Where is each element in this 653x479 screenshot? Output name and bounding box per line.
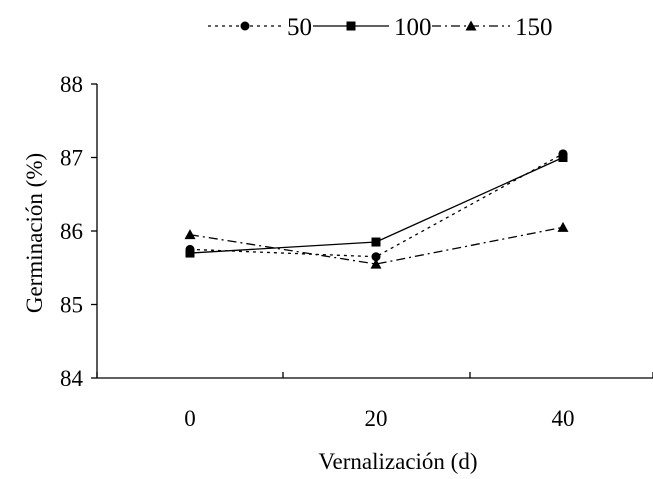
y-tick-label: 86 — [60, 219, 83, 244]
series-line-150 — [189, 226, 564, 265]
y-tick-label: 88 — [60, 72, 83, 97]
data-point-100 — [371, 237, 381, 247]
data-point-150 — [184, 229, 196, 240]
y-tick-label: 84 — [60, 366, 84, 391]
x-tick-label: 40 — [552, 406, 575, 431]
data-point-100 — [558, 153, 568, 162]
series-markers — [184, 149, 569, 269]
legend-marker — [465, 20, 477, 31]
legend-marker — [240, 21, 250, 31]
x-axis-title: Vernalización (d) — [318, 449, 477, 474]
y-tick-label: 85 — [60, 293, 83, 318]
x-ticks: 0 20 40 — [96, 372, 653, 431]
legend-item-150: 150 — [432, 14, 553, 41]
legend-label: 50 — [287, 14, 312, 41]
data-point-100 — [185, 248, 195, 258]
axes — [96, 84, 653, 379]
series-lines — [189, 153, 564, 265]
x-tick-label: 0 — [184, 406, 196, 431]
legend-label: 100 — [394, 14, 432, 41]
legend-item-50: 50 — [208, 14, 312, 41]
legend: 50 100 150 — [208, 14, 553, 41]
data-point-150 — [370, 258, 382, 269]
legend-marker — [346, 21, 356, 31]
y-tick-label: 87 — [60, 146, 83, 171]
data-point-150 — [557, 221, 569, 232]
legend-item-100: 100 — [313, 14, 432, 41]
y-axis-title: Germinación (%) — [22, 153, 47, 313]
x-tick-label: 20 — [365, 406, 388, 431]
y-ticks: 84 85 86 87 88 — [60, 72, 97, 391]
data-point-50 — [371, 252, 381, 262]
legend-label: 150 — [515, 14, 553, 41]
